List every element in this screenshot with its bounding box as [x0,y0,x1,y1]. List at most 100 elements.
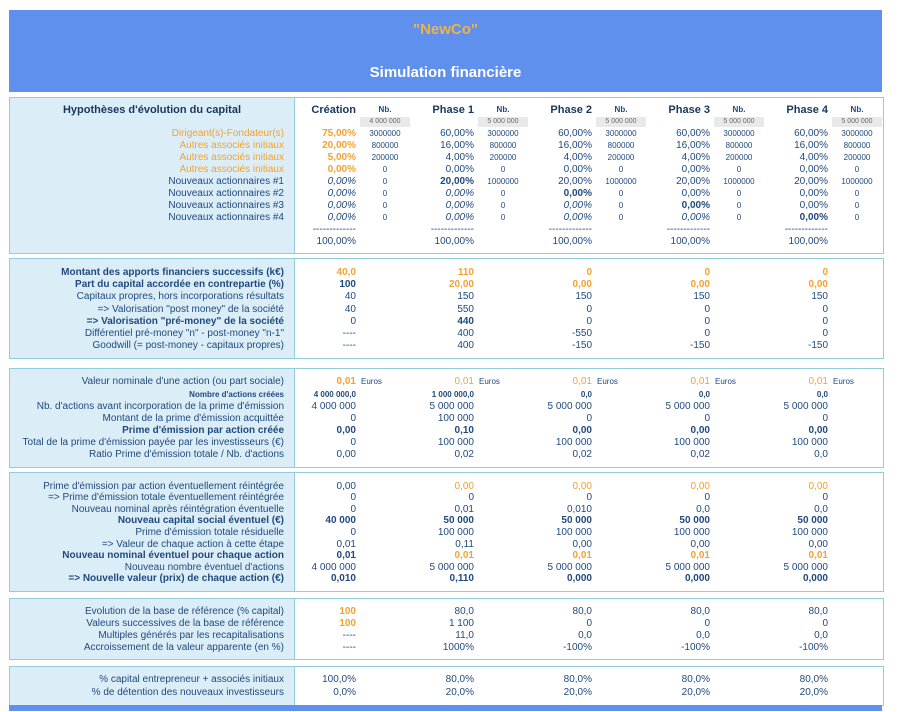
nb-cell [594,630,648,642]
share-total-value: 5 000 000 [832,117,882,127]
row-label: Nouveau nominal après réintégration éven… [71,503,284,515]
value-cell: -100% [799,641,828,653]
row-label: Nouveau nominal éventuel pour chaque act… [62,550,284,562]
value-cell: 0,01 [572,376,592,388]
nb-cell [594,618,648,630]
nb-cell [476,437,530,449]
value-cell: 100 000 [437,437,474,449]
row-label: Part du capital accordée en contrepartie… [75,279,284,291]
nb-cell [594,437,648,449]
value-cell: 0,00% [681,188,710,199]
value-cell: 0,01 [336,376,356,388]
value-cell: 100 000 [437,527,474,538]
row-label: Nouveaux actionnaires #4 [168,212,284,223]
nb-cell: 200000 [725,153,753,162]
nb-cell [830,492,884,504]
value-cell: 20,0% [799,686,828,698]
spacer-cell [530,116,594,128]
value-cell: ------------- [430,224,474,235]
nb-cell [476,618,530,630]
value-cell: 0,00 [690,480,710,492]
nb-cell [712,316,766,328]
value-cell: 0 [586,267,592,278]
value-cell: 20,00% [558,176,592,187]
value-cell: 100 000 [673,527,710,538]
value-cell: 50 000 [679,515,710,527]
row-label: Ratio Prime d'émission totale / Nb. d'ac… [88,449,284,461]
value-cell: 100 000 [791,527,828,538]
nb-cell [830,437,884,449]
stage-header: Phase 4 [786,104,828,116]
value-cell: 0,00 [690,279,710,291]
value-cell: 4,00% [681,152,710,163]
value-cell: 0 [822,412,828,424]
value-cell: 60,00% [794,128,828,139]
nb-cell: 0 [854,201,860,210]
nb-cell [594,673,648,686]
nb-cell [358,550,412,562]
value-cell: 1000% [442,641,474,653]
value-cell: 80,0% [563,673,592,685]
value-cell: 0 [704,492,710,504]
row-label: Nouveau nombre éventuel d'actions [124,561,284,573]
value-cell: 0,00% [563,188,592,199]
value-cell: 4 000 000,0 [313,389,356,399]
nb-cell [358,316,412,328]
value-cell: 0,010 [566,503,592,515]
section-5: % capital entrepreneur + associés initia… [9,665,884,706]
nb-cell [830,328,884,340]
spacer-cell [10,116,294,128]
row-label: Autres associés initiaux [179,140,285,151]
value-cell: 550 [457,303,474,315]
nb-cell [594,492,648,504]
value-cell: 4,00% [799,152,828,163]
section-2: Valeur nominale d'une action (ou part so… [9,368,884,468]
nb-cell [830,236,884,248]
share-total-value: 5 000 000 [714,117,764,127]
nb-cell [712,630,766,642]
nb-cell: 0 [500,201,506,210]
nb-cell [476,425,530,437]
value-cell: 0 [822,327,828,339]
nb-cell [594,425,648,437]
nb-cell [358,527,412,539]
nb-column-header: Nb. [614,105,628,114]
row-label: => Valorisation "pré-money" de la sociét… [86,315,284,327]
nb-cell [712,425,766,437]
nb-cell [358,328,412,340]
value-cell: 80,0% [799,673,828,685]
nb-cell [476,449,530,461]
value-cell: 0,02 [572,449,592,461]
value-cell: 0,01 [690,550,710,562]
nb-cell [712,236,766,248]
value-cell: -550 [571,327,592,339]
nb-cell [594,304,648,316]
nb-cell [830,606,884,618]
row-label: Prime d'émission par action créée [122,425,284,437]
spacer-cell [648,116,712,128]
value-cell: 16,00% [440,140,474,151]
nb-cell [476,673,530,686]
value-cell: 0,00% [445,188,474,199]
value-cell: 0,0 [578,629,592,641]
value-cell: 0,10 [454,425,474,437]
nb-cell: 1000000 [487,177,519,186]
nb-cell [594,550,648,562]
nb-cell: 200000 [489,153,517,162]
nb-cell: 0 [618,213,624,222]
row-label: => Prime d'émission totale éventuellemen… [48,492,284,504]
nb-cell [476,630,530,642]
value-cell: 0 [586,315,592,327]
nb-cell: 800000 [843,141,871,150]
nb-cell: 1000000 [723,177,755,186]
nb-cell [712,527,766,539]
value-cell: 0 [350,503,356,515]
value-cell: 5 000 000 [665,400,711,412]
unit-label: Euros [597,377,618,387]
value-cell: 16,00% [558,140,592,151]
value-cell: 0 [822,315,828,327]
value-cell: 5 000 000 [429,561,475,573]
nb-cell [358,673,412,686]
stage-header: Phase 1 [432,104,474,116]
value-cell: 0,00% [681,164,710,175]
